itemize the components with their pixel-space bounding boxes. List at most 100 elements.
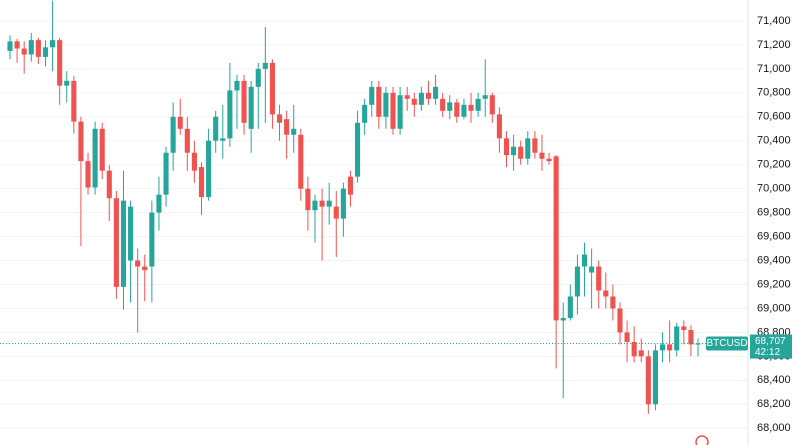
- candle-body: [149, 212, 155, 267]
- y-tick-label: 71,000: [757, 63, 791, 75]
- candle-body: [581, 254, 588, 267]
- candle-body: [85, 161, 91, 188]
- candle-body: [333, 206, 339, 219]
- candle-body: [78, 121, 84, 162]
- candle-body: [539, 152, 545, 159]
- candle-body: [106, 170, 112, 199]
- candle-body: [688, 330, 694, 345]
- candle-body: [262, 62, 268, 69]
- candle-body: [248, 86, 254, 129]
- candle-body: [42, 47, 49, 57]
- candle-body: [376, 86, 382, 117]
- candle-body: [255, 68, 261, 87]
- y-tick-label: 69,800: [757, 207, 791, 219]
- y-tick-label: 68,200: [757, 398, 791, 410]
- candle-body: [397, 95, 403, 129]
- candle-body: [638, 350, 644, 357]
- candle-body: [220, 138, 226, 141]
- candle-body: [298, 134, 304, 189]
- candle-body: [503, 138, 510, 156]
- candle-body: [489, 95, 495, 115]
- candle-body: [227, 90, 233, 139]
- candle-body: [695, 343, 701, 345]
- candle-body: [7, 41, 13, 51]
- candle-body: [645, 356, 651, 405]
- candle-body: [312, 200, 318, 211]
- y-tick-label: 69,000: [757, 302, 791, 314]
- candle-body: [447, 102, 453, 111]
- candle-body: [291, 128, 297, 135]
- y-tick-label: 68,000: [757, 422, 791, 434]
- y-tick-label: 70,800: [757, 87, 791, 99]
- candle-body: [14, 41, 20, 49]
- candle-body: [135, 260, 141, 267]
- symbol-tag: BTCUSD: [706, 338, 747, 349]
- candle-body: [269, 62, 275, 115]
- candle-body: [496, 114, 502, 139]
- candle-body: [667, 344, 673, 351]
- y-tick-label: 71,200: [757, 39, 791, 51]
- candle-body: [681, 326, 687, 331]
- candle-body: [113, 198, 119, 287]
- candle-body: [482, 95, 488, 99]
- candle-body: [276, 114, 283, 123]
- candle-body: [468, 104, 474, 111]
- y-tick-label: 69,200: [757, 278, 791, 290]
- candle-body: [574, 266, 580, 297]
- candle-body: [511, 146, 517, 156]
- countdown: 42:12: [755, 347, 780, 358]
- candle-body: [603, 290, 609, 297]
- candle-body: [50, 40, 56, 48]
- candle-body: [411, 98, 417, 105]
- candle-body: [28, 40, 34, 55]
- symbol-tag-bg: [706, 336, 748, 351]
- candle-body: [553, 156, 559, 321]
- y-tick-label: 71,400: [757, 15, 791, 27]
- candle-body: [156, 194, 162, 213]
- candle-body: [652, 350, 658, 405]
- y-tick-label: 70,600: [757, 111, 791, 123]
- candle-body: [589, 266, 595, 273]
- y-tick-label: 70,000: [757, 183, 791, 195]
- candle-body: [163, 152, 169, 195]
- candle-body: [425, 92, 432, 99]
- candle-body: [71, 80, 77, 122]
- candle-body: [170, 116, 176, 153]
- candle-body: [57, 40, 63, 86]
- price-tag-bg: [750, 334, 792, 359]
- candle-body: [184, 128, 190, 153]
- candle-body: [234, 80, 240, 91]
- logo: [695, 435, 709, 445]
- candle-body: [610, 296, 616, 309]
- candle-body: [383, 92, 389, 117]
- candle-body: [21, 48, 27, 55]
- candle-body: [284, 119, 290, 135]
- candle-body: [596, 266, 602, 291]
- y-tick-label: 69,400: [757, 254, 791, 266]
- candle-body: [567, 296, 573, 319]
- candle-body: [142, 266, 148, 271]
- candle-body: [362, 104, 368, 123]
- candle-body: [198, 167, 205, 198]
- y-tick-label: 69,600: [757, 230, 791, 242]
- candle-body: [518, 146, 524, 159]
- candle-body: [213, 116, 219, 141]
- candle-body: [404, 95, 410, 99]
- candle-body: [454, 102, 460, 117]
- candle-body: [617, 308, 623, 333]
- candle-body: [532, 138, 538, 153]
- y-tick-label: 70,400: [757, 135, 791, 147]
- candle-body: [305, 188, 311, 211]
- candle-body: [120, 200, 127, 287]
- candle-body: [369, 86, 375, 105]
- candle-body: [241, 80, 247, 123]
- candle-body: [461, 104, 467, 117]
- candle-body: [326, 200, 332, 207]
- candle-body: [659, 344, 666, 351]
- price-tag: 68,707: [755, 336, 786, 347]
- y-tick-label: 70,200: [757, 159, 791, 171]
- candle-body: [390, 92, 396, 129]
- candle-body: [674, 326, 680, 351]
- candle-body: [525, 138, 531, 159]
- candle-body: [560, 318, 566, 321]
